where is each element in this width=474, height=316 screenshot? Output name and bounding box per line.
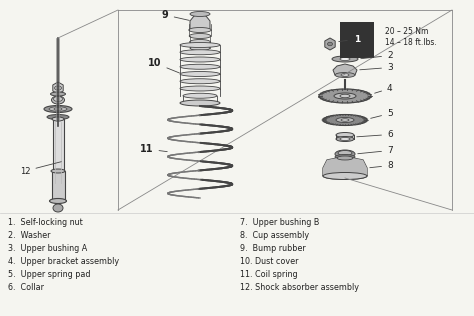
Ellipse shape	[52, 96, 64, 104]
Text: 10: 10	[148, 58, 180, 73]
Ellipse shape	[180, 79, 220, 84]
Text: 11: 11	[140, 144, 167, 154]
Text: 8.  Cup assembly: 8. Cup assembly	[240, 231, 309, 240]
Polygon shape	[323, 158, 367, 176]
Ellipse shape	[55, 86, 62, 90]
Ellipse shape	[340, 94, 350, 98]
Text: 2.  Washer: 2. Washer	[8, 231, 51, 240]
Text: 12. Shock absorber assembly: 12. Shock absorber assembly	[240, 283, 359, 292]
Text: 12: 12	[20, 162, 61, 175]
Ellipse shape	[47, 114, 69, 119]
Ellipse shape	[341, 74, 349, 76]
Ellipse shape	[49, 107, 67, 111]
Text: 1: 1	[354, 35, 360, 45]
Text: 3: 3	[360, 63, 393, 72]
Ellipse shape	[319, 89, 371, 103]
Ellipse shape	[54, 108, 62, 110]
Text: 6.  Collar: 6. Collar	[8, 283, 44, 292]
Text: 6: 6	[357, 130, 393, 139]
Ellipse shape	[180, 50, 220, 55]
Ellipse shape	[190, 40, 210, 45]
Text: 2: 2	[361, 51, 392, 60]
Ellipse shape	[180, 42, 220, 47]
Text: 4: 4	[374, 84, 392, 93]
Ellipse shape	[189, 33, 211, 39]
Text: 9: 9	[162, 10, 189, 21]
Ellipse shape	[335, 150, 355, 158]
Ellipse shape	[183, 93, 217, 98]
Ellipse shape	[323, 173, 367, 179]
Polygon shape	[333, 64, 357, 75]
Ellipse shape	[190, 11, 210, 16]
Ellipse shape	[340, 137, 350, 141]
Polygon shape	[190, 14, 210, 30]
Ellipse shape	[335, 72, 355, 77]
Ellipse shape	[336, 118, 354, 123]
Text: 1.  Self-locking nut: 1. Self-locking nut	[8, 218, 83, 227]
FancyBboxPatch shape	[53, 119, 64, 186]
Ellipse shape	[180, 64, 220, 69]
Ellipse shape	[335, 155, 355, 160]
Text: 4.  Upper bracket assembly: 4. Upper bracket assembly	[8, 257, 119, 266]
Text: 7: 7	[358, 146, 393, 155]
Ellipse shape	[334, 93, 356, 99]
Ellipse shape	[52, 117, 64, 121]
Ellipse shape	[336, 132, 354, 137]
Ellipse shape	[337, 156, 353, 160]
Ellipse shape	[341, 119, 349, 121]
Ellipse shape	[336, 137, 354, 142]
Ellipse shape	[340, 58, 350, 60]
Ellipse shape	[190, 46, 210, 51]
Ellipse shape	[338, 150, 352, 155]
Ellipse shape	[323, 114, 367, 125]
Ellipse shape	[180, 57, 220, 62]
Ellipse shape	[180, 71, 220, 76]
Ellipse shape	[180, 100, 220, 106]
Ellipse shape	[180, 86, 220, 91]
Ellipse shape	[51, 199, 65, 203]
Ellipse shape	[53, 204, 63, 212]
Text: 3.  Upper bushing A: 3. Upper bushing A	[8, 244, 87, 253]
Ellipse shape	[332, 56, 358, 62]
Ellipse shape	[189, 27, 211, 33]
Ellipse shape	[51, 169, 65, 173]
Ellipse shape	[51, 92, 65, 96]
FancyBboxPatch shape	[52, 171, 65, 201]
Ellipse shape	[328, 42, 332, 46]
Text: 20 – 25 Nm
14 – 18 ft.lbs.: 20 – 25 Nm 14 – 18 ft.lbs.	[385, 27, 437, 47]
Text: 5.  Upper spring pad: 5. Upper spring pad	[8, 270, 91, 279]
Text: 9.  Bump rubber: 9. Bump rubber	[240, 244, 306, 253]
Text: 11. Coil spring: 11. Coil spring	[240, 270, 298, 279]
Text: 5: 5	[371, 109, 393, 118]
Ellipse shape	[54, 96, 63, 101]
Ellipse shape	[323, 173, 367, 179]
Text: 10. Dust cover: 10. Dust cover	[240, 257, 299, 266]
Text: 7.  Upper bushing B: 7. Upper bushing B	[240, 218, 319, 227]
Ellipse shape	[44, 106, 72, 112]
Text: 8: 8	[370, 161, 393, 170]
Ellipse shape	[49, 198, 66, 204]
